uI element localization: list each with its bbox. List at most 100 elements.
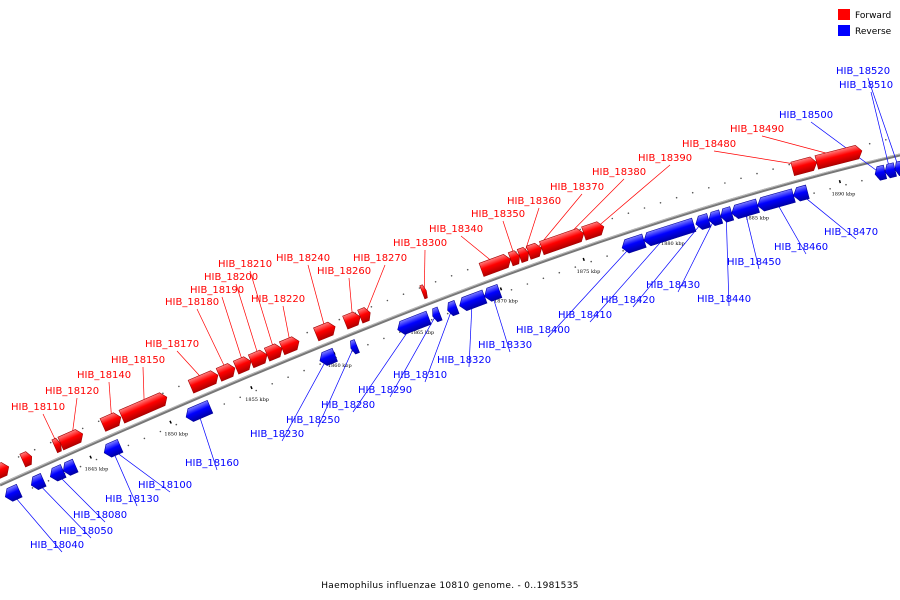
reverse-gene-arrow	[484, 284, 503, 302]
reverse-gene-arrow	[643, 217, 697, 247]
reverse-gene-label: HIB_18290	[358, 385, 412, 396]
reverse-gene-arrow	[185, 399, 214, 422]
leader-line	[197, 411, 218, 471]
forward-gene-label: HIB_18300	[393, 238, 447, 249]
legend-forward-label: Forward	[855, 11, 891, 21]
legend-forward-swatch	[838, 9, 850, 20]
tick-label: 1885 kbp	[745, 215, 769, 221]
forward-gene-label: HIB_18390	[638, 153, 692, 164]
forward-gene-arrow	[99, 412, 122, 432]
leader-line	[249, 270, 275, 352]
reverse-gene-label: HIB_18280	[321, 400, 375, 411]
reverse-gene-arrow	[459, 289, 488, 312]
forward-gene-label: HIB_18170	[145, 339, 199, 350]
forward-gene-label: HIB_18350	[471, 209, 525, 220]
reverse-gene-arrow	[350, 339, 360, 355]
leader-line	[547, 244, 634, 338]
tick-label: 1850 kbp	[164, 432, 188, 438]
reverse-gene-label: HIB_18310	[393, 370, 447, 381]
reverse-gene-arrow	[621, 233, 647, 254]
leader-line	[725, 214, 730, 307]
forward-gene-label: HIB_18120	[45, 386, 99, 397]
leader-line	[867, 77, 900, 169]
reverse-gene-arrow	[720, 206, 735, 223]
forward-gene-arrow	[232, 356, 252, 375]
leader-line	[775, 200, 807, 255]
reverse-gene-label: HIB_18420	[601, 295, 655, 306]
forward-gene-arrow	[187, 370, 219, 394]
reverse-gene-label: HIB_18330	[478, 340, 532, 351]
reverse-gene-label: HIB_18520	[836, 66, 890, 77]
legend-reverse-swatch	[838, 25, 850, 36]
reverse-gene-arrow	[62, 458, 79, 476]
reverse-gene-label: HIB_18450	[727, 257, 781, 268]
reverse-gene-arrow	[319, 347, 338, 366]
reverse-gene-label: HIB_18410	[558, 310, 612, 321]
reverse-gene-arrow	[397, 310, 432, 335]
forward-gene-arrow	[814, 144, 863, 170]
forward-gene-arrow	[539, 228, 585, 256]
forward-gene-arrow	[57, 429, 84, 451]
forward-gene-arrow	[19, 451, 33, 468]
leader-line	[423, 249, 426, 292]
forward-gene-label: HIB_18340	[429, 224, 483, 235]
forward-gene-arrow	[419, 284, 428, 300]
forward-gene-label: HIB_18370	[550, 182, 604, 193]
reverse-gene-label: HIB_18440	[697, 294, 751, 305]
forward-gene-arrow	[247, 349, 268, 369]
forward-gene-arrow	[278, 336, 300, 356]
reverse-gene-arrow	[708, 209, 724, 226]
reverse-gene-arrow	[30, 473, 47, 491]
reverse-gene-arrow	[103, 438, 124, 458]
reverse-gene-arrow	[731, 198, 760, 219]
forward-gene-arrow	[525, 242, 542, 260]
forward-gene-label: HIB_18140	[77, 370, 131, 381]
leader-line	[37, 482, 92, 539]
reverse-gene-label: HIB_18460	[774, 242, 828, 253]
forward-gene-label: HIB_18260	[317, 266, 371, 277]
leader-line	[632, 221, 703, 308]
leader-line	[468, 301, 473, 368]
forward-gene-arrow	[118, 392, 168, 424]
forward-gene-label: HIB_18490	[730, 124, 784, 135]
leader-line	[677, 218, 716, 293]
leader-line	[713, 150, 805, 166]
forward-gene-arrow	[357, 307, 371, 324]
genome-caption: Haemophilus influenzae 10810 genome. - 0…	[321, 581, 579, 591]
reverse-gene-label: HIB_18050	[59, 526, 113, 537]
leader-line	[593, 164, 671, 231]
leader-line	[111, 448, 171, 493]
leader-line	[491, 293, 511, 353]
reverse-gene-arrow	[793, 184, 810, 202]
forward-gene-arrow	[313, 321, 336, 342]
leader-line	[111, 449, 138, 507]
label-leader-lines	[12, 77, 900, 553]
reverse-gene-arrow	[49, 464, 67, 482]
reverse-gene-arrow	[447, 300, 460, 317]
reverse-gene-label: HIB_18500	[779, 110, 833, 121]
legend: Forward Reverse	[838, 9, 892, 37]
reverse-gene-label: HIB_18160	[185, 458, 239, 469]
forward-gene-arrow	[0, 462, 10, 480]
tick-label: 1890 kbp	[832, 192, 856, 198]
leader-line	[744, 209, 760, 270]
forward-gene-label: HIB_18480	[682, 139, 736, 150]
forward-gene-label: HIB_18240	[276, 253, 330, 264]
tick-label: 1845 kbp	[85, 466, 109, 472]
forward-gene-arrow	[51, 437, 62, 454]
reverse-gene-label: HIB_18250	[286, 415, 340, 426]
leader-line	[589, 232, 670, 323]
forward-gene-arrow	[478, 254, 511, 277]
genome-backbone-highlight	[0, 153, 900, 485]
reverse-gene-label: HIB_18510	[839, 80, 893, 91]
leader-line	[56, 473, 106, 523]
reverse-gene-label: HIB_18130	[105, 494, 159, 505]
reverse-gene-arrow	[884, 162, 897, 179]
reverse-gene-arrow	[695, 213, 712, 230]
forward-gene-label: HIB_18150	[111, 355, 165, 366]
reverse-gene-arrow	[432, 306, 443, 323]
forward-gene-label: HIB_18220	[251, 294, 305, 305]
forward-gene-arrow	[215, 363, 236, 382]
reverse-gene-arrow	[4, 483, 23, 502]
forward-gene-arrow	[581, 221, 605, 241]
